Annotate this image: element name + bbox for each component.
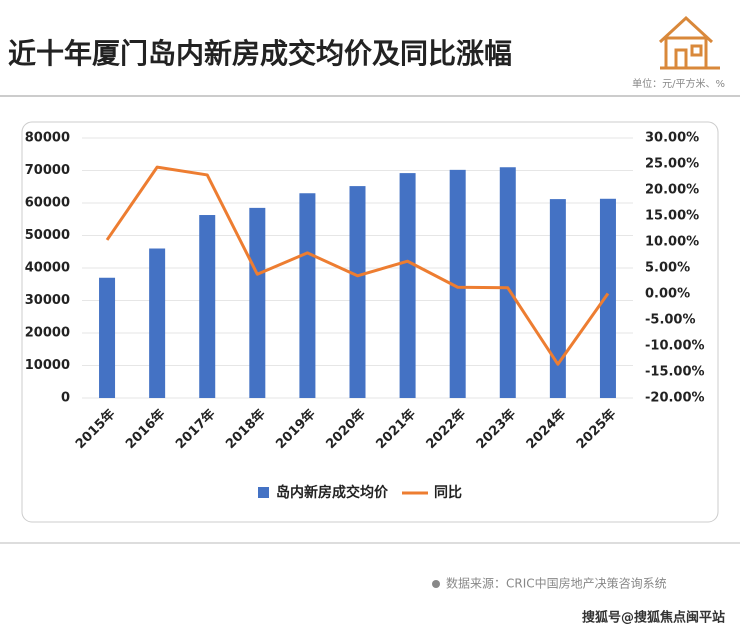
y2-tick-label: 15.00% [645,209,699,224]
y2-tick-label: -5.00% [645,313,696,328]
y2-tick-label: -15.00% [645,365,705,380]
y-tick-label: 40000 [25,261,70,276]
chart-title: 近十年厦门岛内新房成交均价及同比涨幅 [8,37,512,70]
watermark: 搜狐号@搜狐焦点闽平站 [582,610,725,626]
bar [499,167,516,398]
bar [149,248,166,398]
y-tick-label: 0 [61,391,70,406]
legend-label: 岛内新房成交均价 [276,484,389,501]
y2-tick-label: -10.00% [645,339,705,354]
y2-tick-label: 20.00% [645,183,699,198]
y2-tick-label: 10.00% [645,235,699,250]
bar [549,199,566,398]
y-tick-label: 50000 [25,228,70,243]
y-tick-label: 80000 [25,131,70,146]
bar [599,198,616,398]
y-tick-label: 10000 [25,358,70,373]
bar [99,277,116,398]
bar [299,193,316,398]
bar [249,207,266,398]
y2-tick-label: -20.00% [645,391,705,406]
y2-tick-label: 30.00% [645,131,699,146]
line [105,165,610,366]
y2-tick-label: 0.00% [645,287,690,302]
chart-frame [21,121,719,523]
y-tick-label: 60000 [25,196,70,211]
y-tick-label: 70000 [25,163,70,178]
bar [199,215,216,398]
source-dot [432,580,440,588]
legend-swatch [258,487,269,498]
bar [349,186,366,398]
bar [399,173,416,398]
bar [449,169,466,398]
legend-label: 同比 [434,484,462,501]
house-icon [658,15,720,70]
y-tick-label: 30000 [25,293,70,308]
unit-label: 单位：元/平方米、% [632,77,725,90]
y-tick-label: 20000 [25,326,70,341]
source: 数据来源：CRIC中国房地产决策咨询系统 [446,576,667,591]
y2-tick-label: 5.00% [645,261,690,276]
y2-tick-label: 25.00% [645,157,699,172]
